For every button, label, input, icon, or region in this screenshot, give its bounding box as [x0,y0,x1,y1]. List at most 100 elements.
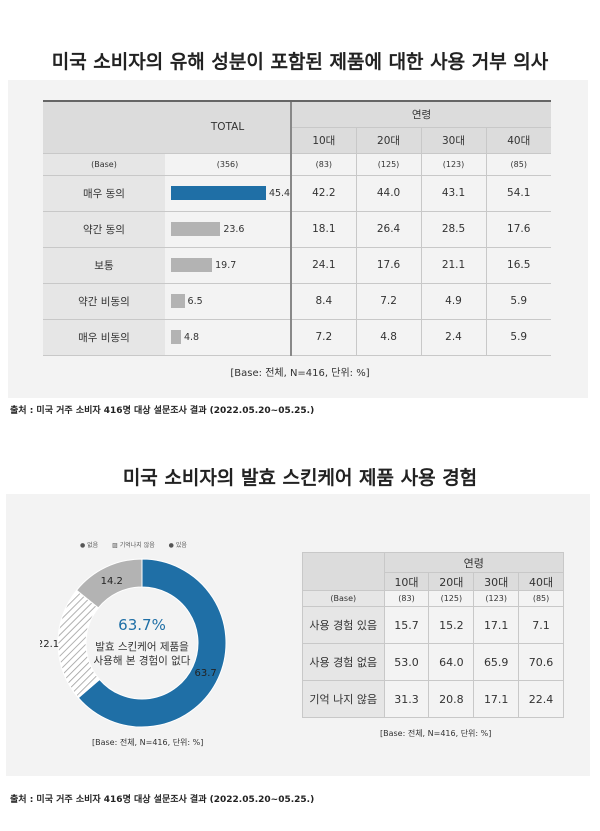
refusal-table: TOTAL 연령 10대 20대 30대 40대 (Base) (356) (8… [43,100,551,356]
age-value: 7.2 [290,319,357,356]
base-age: (83) [383,590,430,607]
age-value: 2.4 [420,319,486,356]
age-value: 54.1 [485,175,551,212]
total-value: 19.7 [215,259,237,271]
age-value: 4.9 [420,283,486,320]
base-age: (85) [518,590,564,607]
base-label: (Base) [43,153,165,176]
legend-item-yes: ● 있음 [168,542,187,549]
age-value: 53.0 [383,643,430,681]
donut-slice [77,558,227,728]
age-value: 18.1 [290,211,357,248]
base-age: (123) [473,590,520,607]
pie-note: [Base: 전체, N=416, 단위: %] [92,738,204,747]
donut-center-value: 63.7% [118,616,166,634]
row-label: 사용 경험 있음 [302,606,385,644]
age-value: 20.8 [428,680,475,718]
row-label: 매우 동의 [43,175,165,212]
corner-cell [43,100,165,154]
age-group-header: 연령 [383,552,565,573]
age-header: 20대 [355,127,422,154]
legend-item-unsure: ▨ 기억나지 않음 [112,542,155,549]
donut-slice-label: 14.2 [101,576,123,587]
chart1-note: [Base: 전체, N=416, 단위: %] [0,364,600,379]
base-age: (125) [428,590,475,607]
age-value: 15.2 [428,606,475,644]
base-age: (85) [485,153,551,176]
total-bar-cell: 45.4 [164,175,292,212]
total-bar-cell: 4.8 [164,319,292,356]
table-row: 매우 동의 45.4 42.2 44.0 43.1 54.1 [43,175,551,212]
total-bar [170,294,185,308]
source-note-1: 출처 : 미국 거주 소비자 416명 대상 설문조사 결과 (2022.05.… [10,406,315,416]
base-total: (356) [164,153,292,176]
chart1-note-text: [Base: 전체, N=416, 단위: %] [230,368,370,379]
total-value: 6.5 [187,295,203,307]
total-bar [170,222,221,236]
age-value: 43.1 [420,175,486,212]
experience-table: 연령 10대 20대 30대 40대 (Base) (83) (125) (12… [302,552,565,718]
age-value: 5.9 [485,283,551,320]
table-row: 약간 비동의 6.5 8.4 7.2 4.9 5.9 [43,283,551,320]
age-value: 64.0 [428,643,475,681]
total-bar [170,186,266,200]
donut-slice-label: 22.1 [40,639,59,650]
table2-note: [Base: 전체, N=416, 단위: %] [380,729,492,738]
age-value: 17.1 [473,680,520,718]
age-value: 70.6 [518,643,564,681]
corner-cell [302,552,385,591]
total-bar-cell: 19.7 [164,247,292,284]
age-value: 65.9 [473,643,520,681]
donut-center-text-line2: 사용해 본 경험이 없다 [94,654,191,667]
total-bar-cell: 6.5 [164,283,292,320]
age-value: 16.5 [485,247,551,284]
donut-slice [75,558,143,609]
row-label: 매우 비동의 [43,319,165,356]
age-value: 24.1 [290,247,357,284]
total-bar-cell: 23.6 [164,211,292,248]
donut-chart: 63.7% 발효 스킨케어 제품을 사용해 본 경험이 없다 63.7 22.1 1… [40,558,227,728]
age-value: 17.6 [355,247,422,284]
age-header: 20대 [428,572,475,591]
age-group-header: 연령 [290,100,551,128]
row-label: 약간 동의 [43,211,165,248]
age-header: 30대 [420,127,486,154]
total-bar [170,258,213,272]
table-row: 기억 나지 않음 31.3 20.8 17.1 22.4 [302,680,564,718]
age-value: 15.7 [383,606,430,644]
age-header: 40대 [518,572,564,591]
age-header: 10대 [383,572,430,591]
age-header: 40대 [485,127,551,154]
row-label: 약간 비동의 [43,283,165,320]
age-header: 10대 [290,127,357,154]
chart1-title: 미국 소비자의 유해 성분이 포함된 제품에 대한 사용 거부 의사 [51,51,549,73]
total-value: 23.6 [223,223,245,235]
age-value: 17.1 [473,606,520,644]
table-row: 보통 19.7 24.1 17.6 21.1 16.5 [43,247,551,284]
donut-center-text-line1: 발효 스킨케어 제품을 [95,641,189,653]
donut-slice-label: 63.7 [194,668,216,679]
age-value: 31.3 [383,680,430,718]
age-value: 44.0 [355,175,422,212]
age-value: 22.4 [518,680,564,718]
age-value: 7.2 [355,283,422,320]
source-note-2: 출처 : 미국 거주 소비자 416명 대상 설문조사 결과 (2022.05.… [10,795,315,805]
total-header: TOTAL [164,100,292,154]
legend-item-none: ● 없음 [80,542,99,549]
age-header: 30대 [473,572,520,591]
base-label: (Base) [302,590,385,607]
base-age: (83) [290,153,357,176]
table-row: 매우 비동의 4.8 7.2 4.8 2.4 5.9 [43,319,551,356]
age-value: 4.8 [355,319,422,356]
base-age: (125) [355,153,422,176]
base-age: (123) [420,153,486,176]
donut-slice [57,589,101,699]
age-value: 26.4 [355,211,422,248]
pie-legend: ● 없음 ▨ 기억나지 않음 ● 있음 [80,540,199,549]
chart2-title: 미국 소비자의 발효 스킨케어 제품 사용 경험 [122,467,478,489]
table-row: 사용 경험 없음 53.0 64.0 65.9 70.6 [302,643,564,681]
table-row: 약간 동의 23.6 18.1 26.4 28.5 17.6 [43,211,551,248]
age-value: 17.6 [485,211,551,248]
total-value: 45.4 [268,187,291,199]
total-bar [170,330,181,344]
